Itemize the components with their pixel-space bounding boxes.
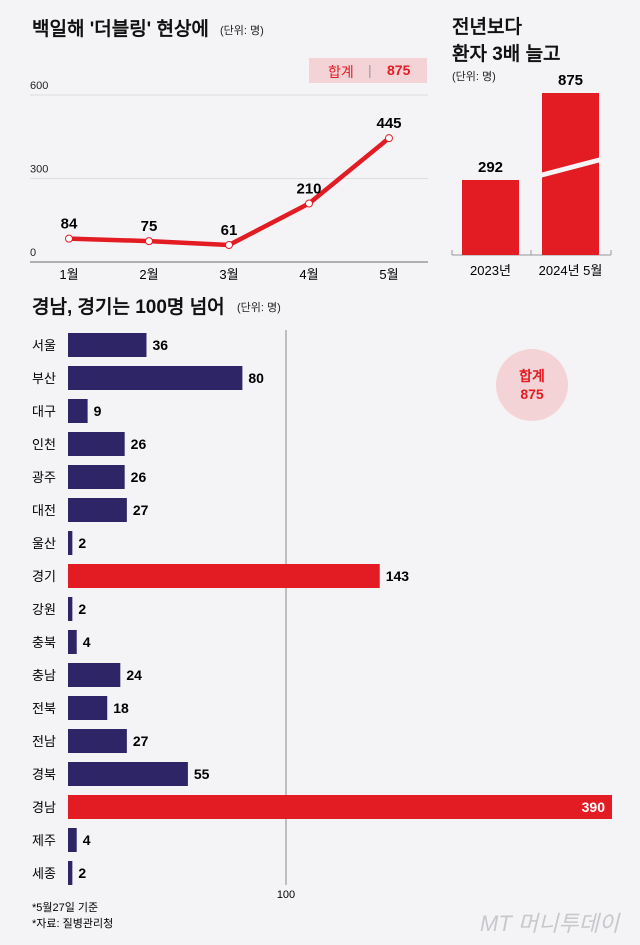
bar [68, 465, 125, 489]
category-label: 강원 [32, 602, 56, 617]
x-tick-label: 2024년 5월 [539, 263, 603, 278]
bar [68, 663, 121, 687]
y-tick-label: 300 [30, 164, 48, 176]
bar [68, 861, 73, 885]
bar [68, 399, 88, 423]
bar [68, 828, 77, 852]
category-label: 경남 [32, 800, 56, 815]
line-chart-unit: (단위: 명) [220, 25, 264, 37]
category-label: 울산 [32, 536, 56, 551]
bar-value-label: 26 [131, 469, 147, 485]
bar [68, 531, 73, 555]
category-label: 전북 [32, 701, 56, 716]
bar-value-label: 2 [78, 601, 86, 617]
category-label: 세종 [32, 866, 56, 881]
reference-tick-label: 100 [277, 889, 295, 901]
x-tick-label: 2023년 [470, 263, 511, 278]
data-label: 61 [221, 222, 238, 239]
bar-value-label: 143 [386, 568, 410, 584]
hbar-chart-title: 경남, 경기는 100명 넘어 [32, 297, 225, 318]
data-label: 84 [61, 216, 78, 233]
bar-value-label: 18 [113, 700, 129, 716]
bar-value-label: 2 [78, 535, 86, 551]
bar [68, 630, 77, 654]
total-circle: 합계 875 [496, 349, 568, 421]
total-circle-label: 합계 [519, 368, 545, 384]
title-line-1: 전년보다 [452, 17, 522, 38]
category-label: 전남 [32, 734, 56, 749]
category-label: 제주 [32, 833, 56, 848]
x-tick-label: 1월 [59, 267, 78, 282]
axis-break [390, 333, 400, 357]
x-tick-label: 4월 [299, 267, 318, 282]
bar [68, 696, 108, 720]
bar [68, 564, 380, 588]
data-point [385, 134, 393, 143]
category-label: 서울 [32, 338, 56, 353]
bar-value-label: 4 [83, 832, 91, 848]
logo: MT 머니투데이 [480, 911, 620, 936]
bar-chart-unit: (단위: 명) [452, 71, 496, 83]
bar-value-label: 55 [194, 766, 210, 782]
category-label: 인천 [32, 437, 56, 452]
title-line-2: 환자 3배 늘고 [452, 44, 561, 65]
x-tick-label: 3월 [219, 267, 238, 282]
data-label: 75 [141, 218, 158, 235]
data-point [305, 199, 313, 208]
total-value: 875 [387, 62, 411, 78]
bar [68, 432, 125, 456]
category-label: 충남 [32, 668, 56, 683]
total-badge: 합계 | 875 [309, 58, 427, 83]
bar-value-label: 9 [94, 403, 102, 419]
y-tick-label: 0 [30, 247, 36, 259]
bar-value-label: 2 [78, 865, 86, 881]
bar-value-label: 36 [152, 337, 168, 353]
y-tick-label: 600 [30, 80, 48, 92]
divider: | [368, 62, 372, 78]
data-label: 210 [296, 181, 321, 198]
bar [68, 366, 243, 390]
bar [68, 333, 147, 357]
bar-value-label: 4 [83, 634, 91, 650]
total-circle-value: 875 [520, 386, 544, 402]
bar-value-label: 26 [131, 436, 147, 452]
total-label: 합계 [328, 64, 354, 80]
bar [68, 762, 188, 786]
bar [68, 795, 612, 819]
bar-value-label: 390 [582, 799, 606, 815]
category-label: 대전 [32, 503, 56, 518]
bar [462, 180, 519, 255]
category-label: 경기 [32, 569, 56, 584]
bar-value-label: 292 [478, 159, 503, 176]
bar-value-label: 875 [558, 72, 583, 89]
category-label: 광주 [32, 470, 56, 485]
footnote-source: *자료: 질병관리청 [32, 918, 114, 930]
x-tick-label: 5월 [379, 267, 398, 282]
axis-break [540, 157, 601, 178]
footnotes: *5월27일 기준 *자료: 질병관리청 [32, 900, 113, 932]
category-label: 충북 [32, 635, 56, 650]
data-point [225, 241, 233, 250]
category-label: 경북 [32, 767, 56, 782]
data-label: 445 [376, 115, 401, 132]
hbar-chart-unit: (단위: 명) [237, 302, 281, 314]
x-tick-label: 2월 [139, 267, 158, 282]
line-chart-title: 백일해 '더블링' 현상에 [32, 19, 209, 40]
data-point [65, 234, 73, 243]
bar [68, 597, 73, 621]
bar-value-label: 27 [133, 733, 149, 749]
bar-value-label: 27 [133, 502, 149, 518]
bar-value-label: 24 [126, 667, 142, 683]
category-label: 부산 [32, 371, 56, 386]
bar [68, 498, 127, 522]
category-label: 대구 [32, 404, 56, 419]
bar-value-label: 80 [248, 370, 264, 386]
data-point [145, 237, 153, 246]
footnote-date: *5월27일 기준 [32, 902, 99, 914]
bar [68, 729, 127, 753]
